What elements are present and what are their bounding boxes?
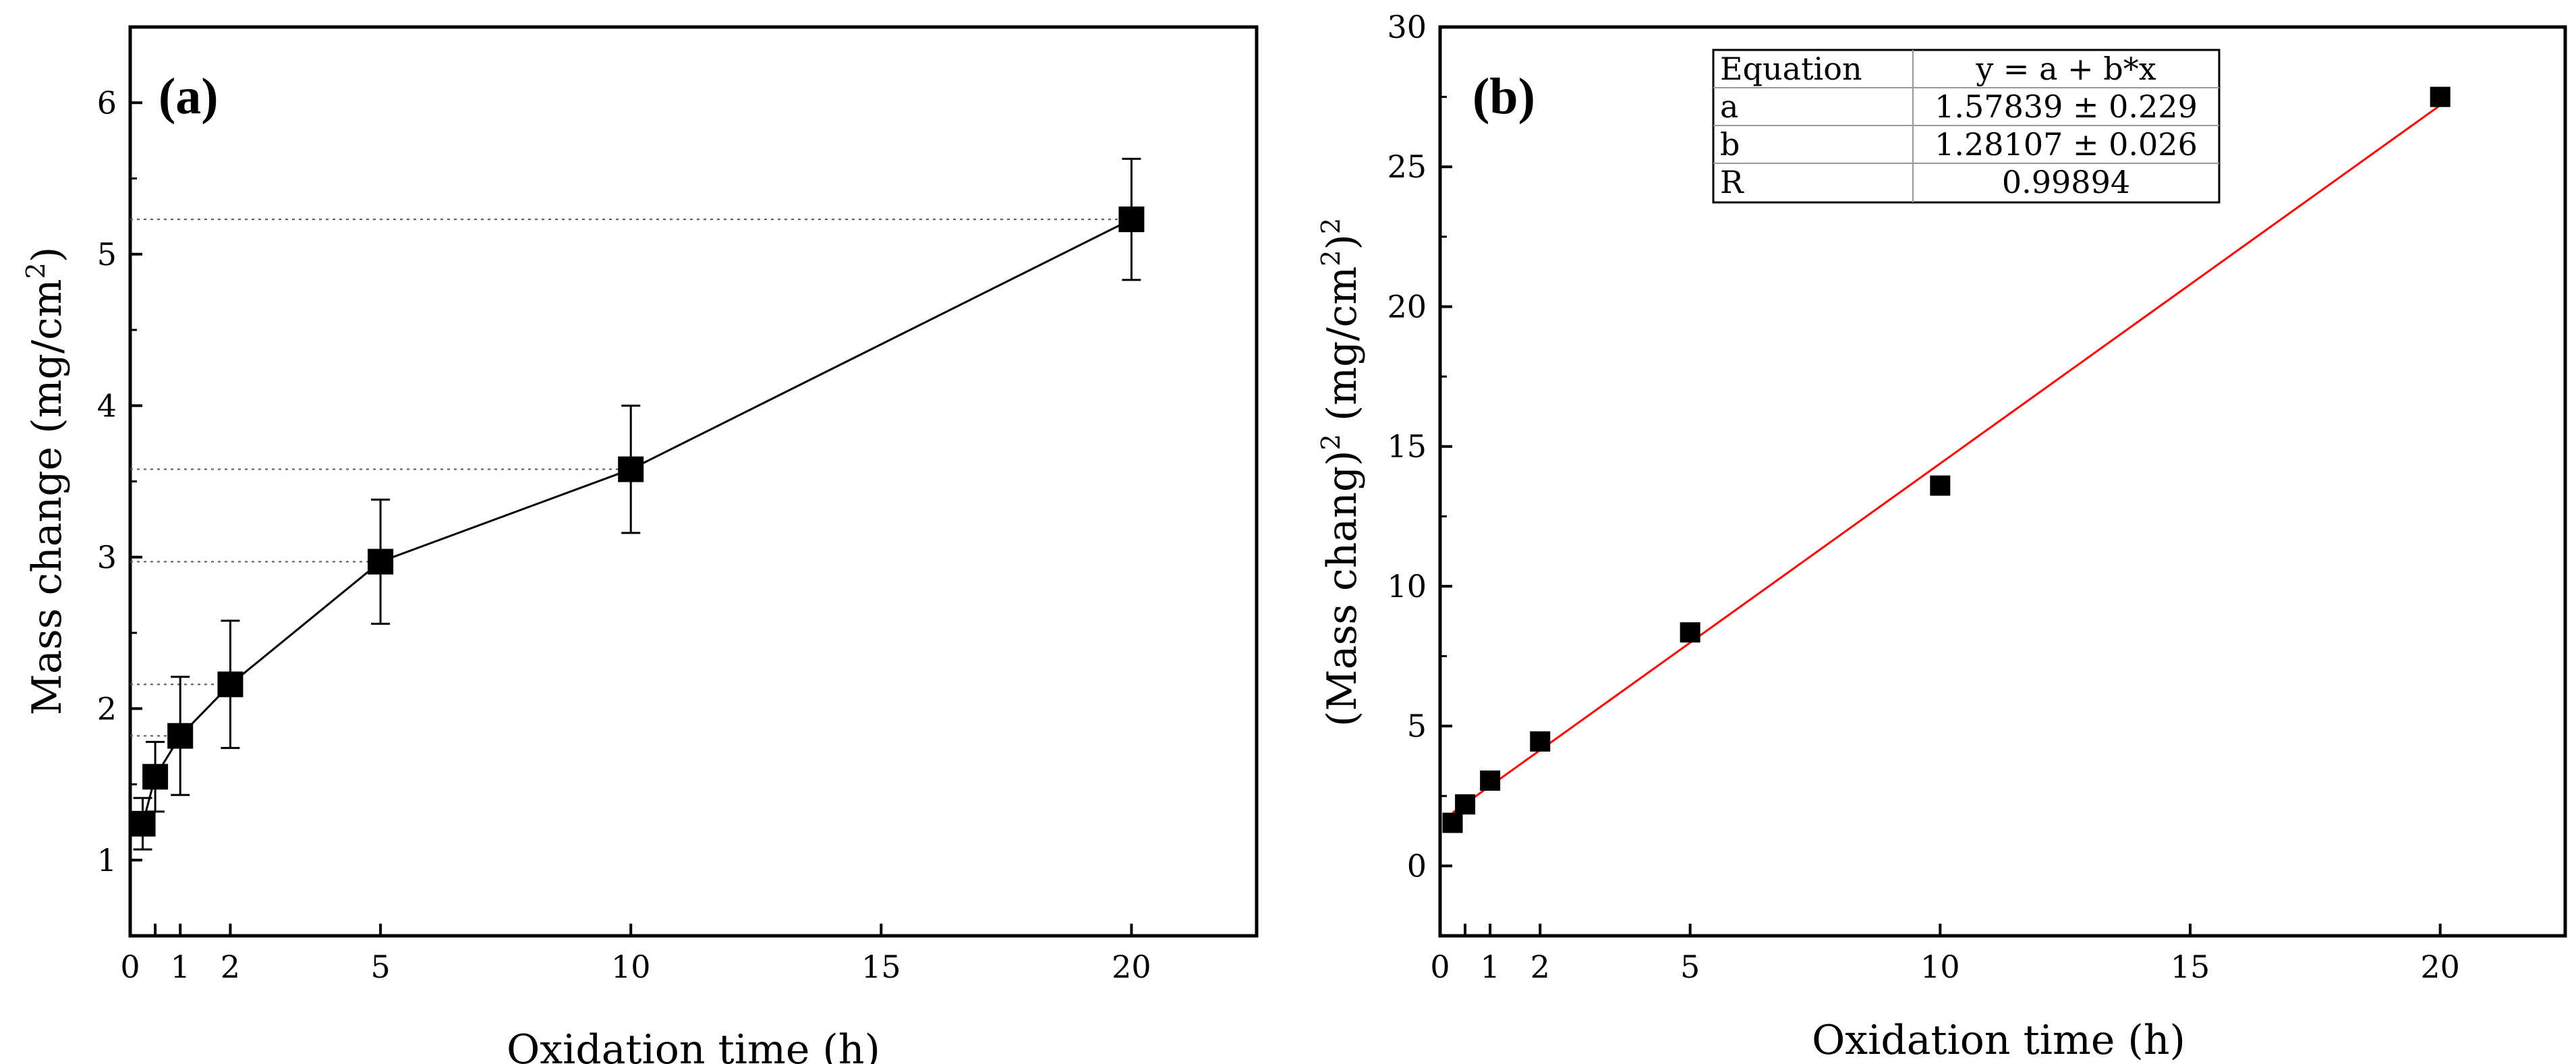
panel-b-x-tick-label: 15 — [2171, 949, 2210, 985]
panel-a-x-tick-label: 2 — [221, 949, 240, 985]
panel-a-y-tick-label: 5 — [97, 236, 117, 273]
panel-b-x-tick-label: 1 — [1480, 949, 1499, 985]
panel-a-x-tick-label: 15 — [861, 949, 901, 985]
panel-b-fit-line — [1452, 104, 2441, 814]
panel-a-y-axis-title: Mass change (mg/cm2) — [21, 247, 71, 716]
panel-b-x-tick-label: 2 — [1530, 949, 1550, 985]
fit-table-row-b-value: 1.28107 ± 0.026 — [1935, 126, 2198, 163]
panel-b-x-tick-label: 0 — [1430, 949, 1450, 985]
panel-b-data-point — [2430, 86, 2451, 107]
panel-a-data-point — [130, 810, 156, 837]
panel-a-data-point — [1118, 206, 1145, 233]
panel-b-y-tick-label: 25 — [1387, 148, 1427, 185]
fit-table-header-label: Equation — [1720, 51, 1862, 87]
panel-a-plot-frame — [128, 25, 1259, 938]
panel-b-x-tick-label: 20 — [2420, 949, 2460, 985]
panel-b-x-axis-title: Oxidation time (h) — [1812, 1017, 2185, 1064]
panel-a-data-points — [130, 206, 1145, 837]
panel-a-data-point — [167, 723, 194, 749]
panel-b-y-axis-title: (Mass chang)2 (mg/cm2)2 — [1316, 218, 1366, 727]
panel-a-series-line-group — [142, 218, 1133, 824]
panel-a-label: (a) — [159, 68, 219, 125]
panel-a-x-tick-label: 5 — [370, 949, 390, 985]
panel-a-x-tick-label: 0 — [120, 949, 140, 985]
panel-b-x-tick-label: 5 — [1680, 949, 1700, 985]
panel-a-error-bars — [133, 157, 1141, 851]
panel-b-data-points — [1442, 86, 2451, 833]
panel-a-x-tick-label: 10 — [611, 949, 651, 985]
panel-a-y-tick-label: 3 — [97, 539, 117, 576]
panel-a-y-tick-label: 6 — [97, 84, 117, 121]
panel-a-x-axis-title: Oxidation time (h) — [507, 1026, 880, 1064]
panel-a-y-axis: 1 2 3 4 5 6 — [97, 84, 142, 878]
panel-b-x-tick-label: 10 — [1920, 949, 1960, 985]
panel-b-fit-line-group — [1452, 104, 2441, 814]
panel-b-y-tick-label: 30 — [1387, 9, 1427, 45]
panel-a-y-tick-label: 2 — [97, 690, 117, 727]
panel-b-y-title-sup2: 2 — [1316, 250, 1346, 266]
panel-a-data-point — [368, 549, 394, 575]
panel-b-data-point — [1455, 794, 1476, 815]
panel-b-data-point — [1680, 622, 1700, 643]
panel-b-data-point — [1530, 731, 1551, 752]
panel-a-y-title-main: Mass change (mg/cm — [24, 279, 71, 715]
panel-b-y-tick-label: 20 — [1387, 288, 1427, 325]
panel-b-y-tick-label: 5 — [1407, 708, 1427, 744]
panel-a-data-point — [142, 764, 169, 790]
fit-table-row-r-value: 0.99894 — [2002, 164, 2130, 200]
panel-a-y-title-end: ) — [24, 247, 71, 262]
panel-b-x-axis: 0 1 2 5 10 15 20 — [1430, 924, 2460, 985]
fit-table-header-equation: y = a + b*x — [1975, 51, 2156, 87]
fit-table-row-a-value: 1.57839 ± 0.229 — [1935, 88, 2198, 125]
panel-b-y-tick-label: 15 — [1387, 428, 1427, 465]
panel-a-data-point — [618, 456, 644, 482]
panel-b-y-axis: 0 5 10 15 20 25 30 — [1387, 9, 1452, 884]
panel-a-x-axis: 0 1 2 5 10 15 20 — [120, 924, 1151, 985]
panel-a-x-tick-label: 20 — [1112, 949, 1151, 985]
panel-a-y-tick-label: 1 — [97, 842, 117, 878]
panel-b-y-title-sup3: 2 — [1316, 218, 1346, 234]
panel-a-x-tick-label: 1 — [171, 949, 190, 985]
panel-a-series-line — [142, 218, 1133, 824]
panel-b-data-point — [1442, 812, 1463, 833]
panel-b-plot-frame — [1438, 25, 2567, 938]
panel-b-y-title-part3: ) — [1319, 234, 1366, 250]
panel-a-data-point — [217, 671, 244, 698]
panel-b-y-tick-label: 10 — [1387, 568, 1427, 605]
panel-b-data-point — [1930, 475, 1951, 496]
panel-b-label: (b) — [1472, 68, 1535, 125]
panel-b-y-title-sup1: 2 — [1316, 434, 1346, 450]
panel-b-y-title-part1: (Mass chang) — [1319, 450, 1366, 727]
fit-results-table: Equation y = a + b*x a 1.57839 ± 0.229 b… — [1712, 49, 2221, 204]
panel-a-y-tick-label: 4 — [97, 387, 117, 424]
fit-table-row-b-label: b — [1720, 126, 1740, 163]
fit-table-row-r-label: R — [1720, 164, 1744, 200]
panel-b-y-title-part2: (mg/cm — [1319, 267, 1366, 435]
panel-b-y-tick-label: 0 — [1407, 847, 1427, 884]
panel-b-data-point — [1480, 770, 1501, 791]
fit-table-row-a-label: a — [1720, 88, 1738, 125]
panel-a-y-title-sup: 2 — [21, 262, 51, 279]
